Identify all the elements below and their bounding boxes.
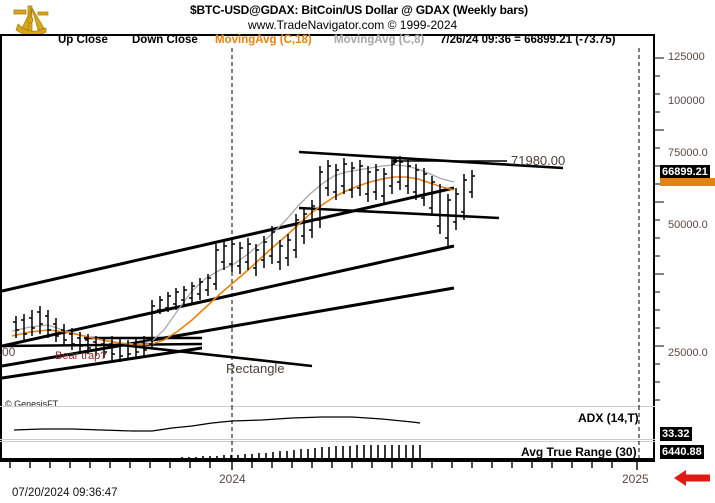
legend-down-close: Down Close: [132, 34, 198, 46]
price-pane: [2, 48, 640, 406]
ohlc-bars: [13, 156, 475, 362]
atr-panel: [0, 441, 655, 460]
adx-panel: [0, 406, 655, 440]
genesis-logo: [8, 2, 56, 38]
price-axis-label-50000: 50000.0: [668, 219, 708, 231]
price-axis-label-75000: 75000.0: [668, 147, 708, 159]
atr-label: Avg True Range (30): [521, 445, 637, 459]
rectangle-annotation: Rectangle: [226, 361, 285, 376]
price-axis-label-100000: 100000: [668, 95, 705, 107]
footer-timestamp: 07/20/2024 09:36:47: [12, 487, 118, 499]
moving-average-price-marker: [660, 178, 715, 186]
price-axis-ticks: [653, 36, 664, 420]
left-clipped-price-label: 8.00: [0, 345, 16, 359]
red-left-arrow-icon: [672, 468, 712, 488]
resistance-price-label: 71980.00: [511, 153, 566, 168]
adx-label: ADX (14,T): [578, 411, 639, 425]
current-price-badge: 66899.21: [660, 165, 710, 179]
time-axis: [0, 460, 655, 470]
chart-title: $BTC-USD@GDAX: BitCoin/US Dollar @ GDAX …: [190, 3, 528, 17]
bear-trap-annotation: Bear trap?: [55, 350, 107, 362]
price-axis-label-25000: 25000.0: [668, 347, 708, 359]
price-axis-label-125000: 125000: [668, 51, 705, 63]
atr-bars: [13, 441, 640, 460]
legend-quote: 7/26/24 09:36 = 66899.21 (-73.75): [440, 34, 616, 46]
adx-line: [13, 406, 640, 440]
chart-subtitle: www.TradeNavigator.com © 1999-2024: [248, 18, 458, 32]
legend-movingavg-18: MovingAvg (C,18): [215, 34, 312, 46]
adx-value-badge: 33.32: [660, 427, 692, 441]
legend-movingavg-8: MovingAvg (C,8): [334, 34, 425, 46]
time-axis-label-2024: 2024: [219, 472, 246, 486]
legend-up-close: Up Close: [58, 34, 108, 46]
atr-value-badge: 6440.88: [660, 445, 704, 459]
genesis-watermark: © GenesisFT: [5, 399, 59, 409]
time-axis-label-2025: 2025: [622, 472, 649, 486]
